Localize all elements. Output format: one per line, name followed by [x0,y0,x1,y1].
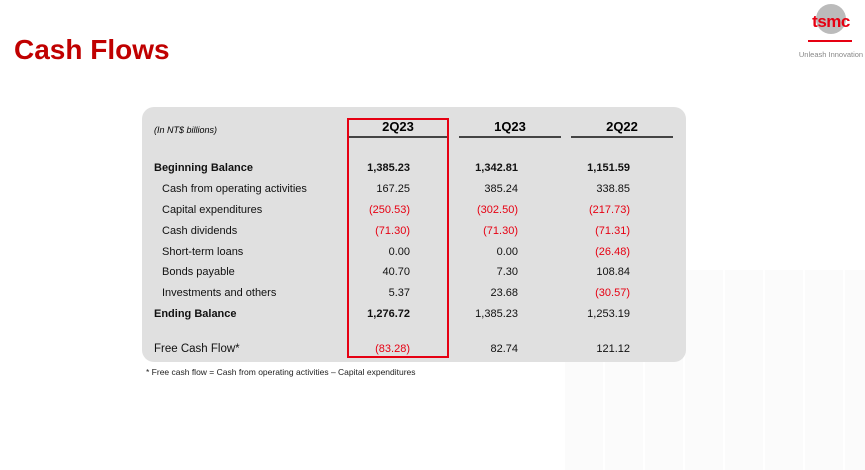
cell-value: (217.73) [589,204,630,216]
table-row: Ending Balance 1,276.72 1,385.23 1,253.19 [142,305,686,325]
cell-value: 5.37 [388,287,410,299]
cell-value: 385.24 [484,183,518,195]
table-row: Free Cash Flow* (83.28) 82.74 121.12 [142,340,686,360]
logo-wordmark: tsmc [812,12,850,31]
cell-value: 82.74 [490,343,518,355]
table-row: Investments and others 5.37 23.68 (30.57) [142,284,686,304]
cell-value: 7.30 [496,266,518,278]
table-row: Short-term loans 0.00 0.00 (26.48) [142,243,686,263]
footnote: * Free cash flow = Cash from operating a… [146,367,416,377]
table-row: Cash dividends (71.30) (71.30) (71.31) [142,222,686,242]
page-title: Cash Flows [14,34,170,65]
cell-value: 40.70 [382,266,410,278]
row-label: Free Cash Flow* [154,343,240,355]
cell-value: 1,253.19 [587,308,630,320]
globe-icon [816,4,846,34]
cell-value: 0.00 [496,246,518,258]
cell-value: 0.00 [388,246,410,258]
row-label: Beginning Balance [154,162,254,174]
unit-label: (In NT$ billions) [154,125,218,135]
table-row: Capital expenditures (250.53) (302.50) (217… [142,201,686,221]
row-label: Cash from operating activities [162,183,307,195]
cell-value: (71.30) [483,225,518,237]
cash-flow-table: (In NT$ billions) 2Q23 1Q23 2Q22 Beginni… [142,107,686,362]
table-row: Beginning Balance 1,385.23 1,342.81 1,151.5… [142,159,686,179]
cell-value: (302.50) [477,204,518,216]
row-label: Capital expenditures [162,204,263,216]
logo-tagline: Unleash Innovation [798,50,864,59]
cell-value: 1,385.23 [367,162,410,174]
table-row: Bonds payable 40.70 7.30 108.84 [142,263,686,283]
cell-value: 167.25 [376,183,410,195]
highlight-box [347,118,449,358]
cell-value: (71.30) [375,225,410,237]
row-label: Short-term loans [162,246,244,258]
cell-value: (30.57) [595,287,630,299]
cell-value: 1,276.72 [367,308,410,320]
column-header-2q23: 2Q23 [347,119,449,138]
cell-value: 23.68 [490,287,518,299]
cell-value: 121.12 [596,343,630,355]
logo-underline [808,40,852,42]
tsmc-logo: tsmc Unleash Innovation [799,4,863,60]
row-label: Bonds payable [162,266,235,278]
cell-value: (26.48) [595,246,630,258]
cell-value: (71.31) [595,225,630,237]
cell-value: 108.84 [596,266,630,278]
row-label: Ending Balance [154,308,237,320]
column-header-2q22: 2Q22 [571,119,673,138]
cell-value: 1,385.23 [475,308,518,320]
table-row: Cash from operating activities 167.25 385.… [142,180,686,200]
row-label: Cash dividends [162,225,238,237]
cell-value: (250.53) [369,204,410,216]
row-label: Investments and others [162,287,277,299]
cell-value: (83.28) [375,343,410,355]
cell-value: 1,151.59 [587,162,630,174]
cell-value: 1,342.81 [475,162,518,174]
cell-value: 338.85 [596,183,630,195]
column-header-1q23: 1Q23 [459,119,561,138]
